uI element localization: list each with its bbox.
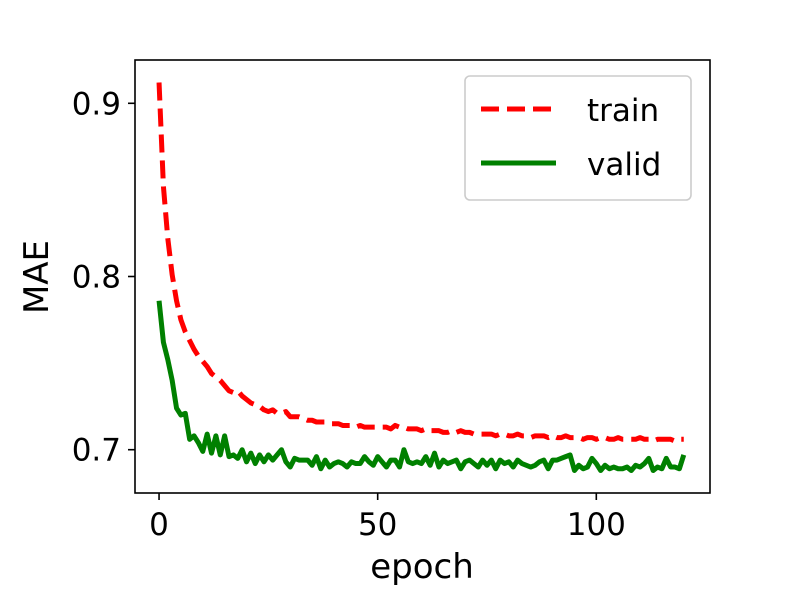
y-tick-label: 0.8 xyxy=(72,260,121,296)
y-ticks: 0.7 0.8 0.9 xyxy=(72,86,135,469)
series-valid-line xyxy=(156,300,687,473)
plot-area: 0 50 100 0.7 0.8 0.9 xyxy=(72,59,711,543)
y-tick-label: 0.7 xyxy=(72,433,121,469)
x-ticks: 0 50 100 xyxy=(149,493,626,543)
x-axis-label: epoch xyxy=(370,547,474,587)
x-tick-label: 50 xyxy=(358,507,397,543)
x-tick-label: 100 xyxy=(567,507,626,543)
y-axis-label: MAE xyxy=(17,240,57,314)
legend-train-label: train xyxy=(587,93,659,129)
legend: train valid xyxy=(464,75,692,201)
series-train-line xyxy=(156,82,684,444)
legend-valid-label: valid xyxy=(587,147,661,183)
y-tick-label: 0.9 xyxy=(72,86,121,122)
x-tick-label: 0 xyxy=(149,507,169,543)
series-layer xyxy=(156,82,687,473)
